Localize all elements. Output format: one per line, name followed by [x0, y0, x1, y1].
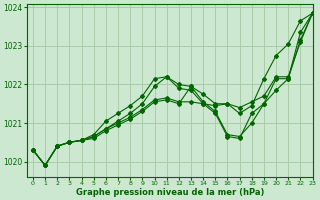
- X-axis label: Graphe pression niveau de la mer (hPa): Graphe pression niveau de la mer (hPa): [76, 188, 264, 197]
